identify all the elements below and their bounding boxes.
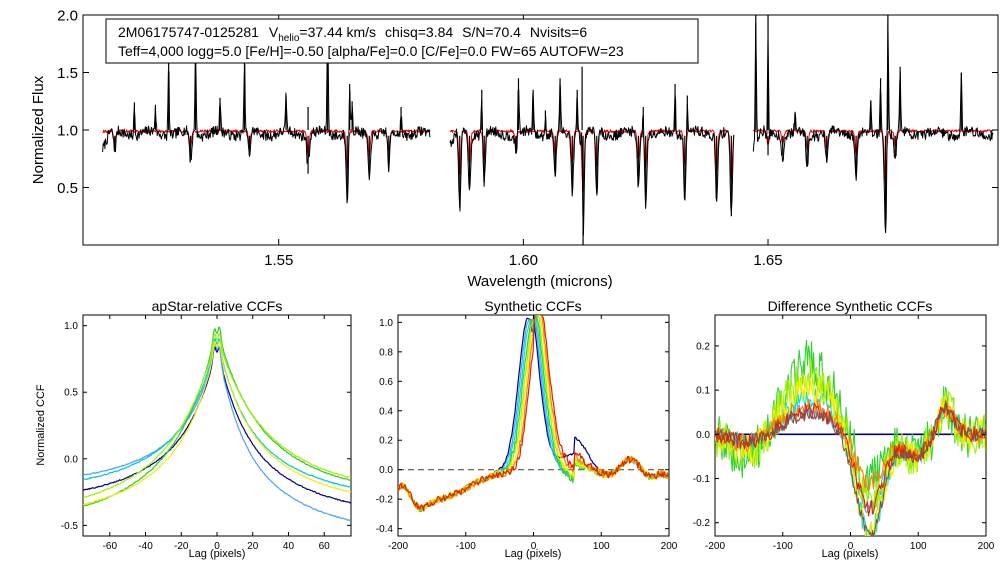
synthetic-ccf-panel: Synthetic CCFs -200 -100 0 100 200 -0.4 -0.2 0.…: [376, 298, 678, 560]
snr-value: S/N=70.4: [462, 24, 521, 40]
y-tick-label: 0.2: [696, 341, 710, 352]
y-tick-label: -0.5: [61, 521, 79, 532]
difference-ccf-series-group: [715, 339, 986, 536]
vhelio-subscript: helio: [278, 33, 300, 44]
x-tick-label: 20: [247, 541, 259, 552]
y-tick-label: 0.6: [379, 377, 393, 388]
y-tick-label: -0.4: [376, 524, 394, 535]
y-tick-label: 1.0: [57, 122, 78, 139]
y-tick-label: 0.0: [696, 430, 710, 441]
x-tick-label: -100: [773, 541, 793, 552]
y-tick-label: 0.0: [64, 454, 78, 465]
x-tick-label: -100: [456, 541, 476, 552]
vhelio-label: V: [269, 24, 279, 40]
x-tick-label: 200: [978, 541, 995, 552]
apstar-ccf-panel: apStar-relative CCFs -60 -40 -20 0 20 40 60 -0.…: [35, 298, 352, 560]
x-tick-label: -60: [103, 541, 118, 552]
difference-ccf-title: Difference Synthetic CCFs: [768, 298, 933, 314]
synthetic-ccf-series-group: [398, 315, 669, 513]
y-tick-label: 0.5: [57, 180, 78, 197]
y-tick-label: -0.2: [376, 495, 394, 506]
y-tick-label: 1.5: [57, 65, 78, 82]
y-tick-label: 1.0: [379, 318, 393, 329]
x-tick-label: -200: [388, 541, 408, 552]
apstar-ccf-series-group: [83, 326, 351, 522]
x-tick-label: 0: [848, 541, 854, 552]
spectrum-annotation-line1: 2M06175747-0125281 Vhelio=37.44 km/s chisq…: [118, 24, 587, 44]
x-tick-label: 0: [214, 541, 220, 552]
spectrum-axis-ticks: 1.55 1.60 1.65 0.5 1.0 1.5 2.0: [57, 7, 998, 269]
apstar-ccf-line: [83, 340, 351, 506]
apstar-ccf-line: [83, 346, 351, 504]
x-tick-label: 200: [661, 541, 678, 552]
stellar-parameters-line: Teff=4,000 logg=5.0 [Fe/H]=-0.50 [alpha/…: [118, 43, 624, 59]
synthetic-ccf-line: [398, 315, 669, 512]
y-tick-label: 0.1: [696, 386, 710, 397]
x-tick-label: 60: [319, 541, 331, 552]
apstar-ccf-y-axis-label: Normalized CCF: [35, 384, 47, 466]
y-tick-label: -0.2: [693, 518, 711, 529]
x-tick-label: 1.60: [509, 252, 538, 269]
x-tick-label: 1.55: [264, 252, 293, 269]
nvisits-value: Nvisits=6: [530, 24, 587, 40]
observed-spectrum-line: [449, 83, 735, 236]
y-tick-label: 0.5: [64, 388, 78, 399]
y-tick-label: 0.0: [379, 465, 393, 476]
x-tick-label: 100: [910, 541, 927, 552]
synthetic-ccf-x-axis-label: Lag (pixels): [505, 548, 562, 560]
x-tick-label: -20: [174, 541, 189, 552]
synthetic-spectrum-line: [449, 129, 735, 193]
difference-ccf-panel: Difference Synthetic CCFs -200 -100 0 100 20…: [693, 298, 995, 560]
difference-ccf-line: [715, 401, 986, 536]
y-tick-label: 0.2: [379, 436, 393, 447]
apstar-ccf-line: [83, 332, 351, 499]
difference-ccf-line: [715, 339, 986, 502]
x-tick-label: 1.65: [753, 252, 782, 269]
x-tick-label: 100: [593, 541, 610, 552]
apstar-ccf-line: [83, 338, 351, 488]
synthetic-ccf-axis-ticks: -200 -100 0 100 200 -0.4 -0.2 0.0 0.2 0.4 0.6 0.8 1.…: [376, 315, 678, 552]
x-tick-label: 0: [531, 541, 537, 552]
y-tick-label: 1.0: [64, 321, 78, 332]
y-tick-label: 0.4: [379, 406, 393, 417]
vhelio-value: =37.44 km/s: [299, 24, 376, 40]
spectrum-x-axis-label: Wavelength (microns): [467, 273, 612, 290]
difference-ccf-x-axis-label: Lag (pixels): [822, 548, 879, 560]
chisq-value: chisq=3.84: [385, 24, 453, 40]
synthetic-ccf-title: Synthetic CCFs: [484, 298, 581, 314]
star-id: 2M06175747-0125281: [118, 24, 259, 40]
observed-spectrum-line: [752, 20, 994, 234]
spectrum-annotation-box: [105, 18, 699, 64]
apstar-ccf-line: [83, 343, 351, 522]
apstar-ccf-title: apStar-relative CCFs: [152, 298, 283, 314]
x-tick-label: -200: [705, 541, 725, 552]
y-tick-label: 2.0: [57, 7, 78, 24]
y-tick-label: 0.8: [379, 347, 393, 358]
apstar-ccf-x-axis-label: Lag (pixels): [189, 548, 246, 560]
x-tick-label: 40: [283, 541, 295, 552]
spectrum-y-axis-label: Normalized Flux: [30, 75, 47, 184]
x-tick-label: -40: [138, 541, 153, 552]
difference-ccf-axis-ticks: -200 -100 0 100 200 -0.2 -0.1 0.0 0.1 0.2: [693, 315, 995, 552]
apstar-ccf-axis-ticks: -60 -40 -20 0 20 40 60 -0.5 0.0 0.5 1.0: [61, 315, 351, 552]
apstar-ccf-line: [83, 326, 351, 508]
observed-spectrum-line: [102, 26, 431, 204]
y-tick-label: -0.1: [693, 474, 711, 485]
spectrum-panel: 1.55 1.60 1.65 0.5 1.0 1.5 2.0 2M06175747-0125…: [30, 7, 999, 290]
